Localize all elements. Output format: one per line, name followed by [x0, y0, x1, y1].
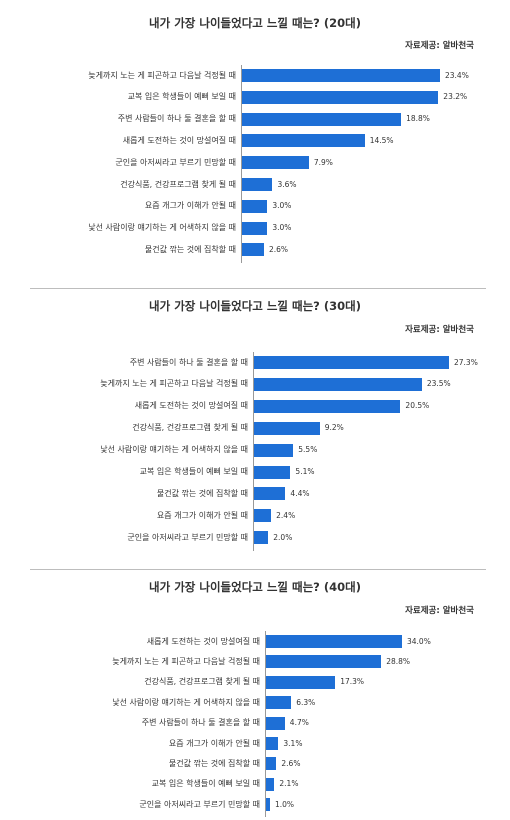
category-label: 교복 입은 학생들이 예뻐 보일 때 — [127, 92, 236, 102]
category-axis-line — [265, 631, 266, 817]
bar — [266, 655, 382, 669]
chart-title: 내가 가장 나이들었다고 느낄 때는? (30대) — [149, 299, 361, 313]
category-label: 물건값 깎는 것에 집착할 때 — [156, 488, 248, 498]
category-label: 요즘 개그가 이해가 안될 때 — [168, 738, 260, 748]
category-label: 요즘 개그가 이해가 안될 때 — [144, 201, 236, 211]
category-label: 건강식품, 건강프로그램 찾게 될 때 — [144, 677, 260, 687]
bar — [266, 696, 292, 710]
bar-value-label: 23.2% — [443, 92, 468, 102]
source-credit: 자료제공: 알바천국 — [405, 325, 474, 335]
source-credit: 자료제공: 알바천국 — [405, 41, 474, 51]
bar — [242, 243, 264, 257]
bar-value-label: 34.0% — [407, 636, 431, 646]
bar-value-label: 6.3% — [296, 697, 316, 707]
bar — [242, 90, 439, 104]
bar — [242, 112, 402, 126]
bar-value-label: 14.5% — [369, 135, 394, 145]
category-label: 군인을 아저씨라고 부르기 민망할 때 — [127, 532, 248, 542]
bar — [242, 178, 273, 191]
panel-divider — [30, 288, 486, 289]
category-label: 주변 사람들이 하나 둘 결혼을 할 때 — [141, 718, 260, 728]
bar — [266, 798, 270, 812]
bar-value-label: 9.2% — [324, 423, 344, 433]
bar-value-label: 20.5% — [405, 401, 430, 411]
category-label: 군인을 아저씨라고 부르기 민망할 때 — [115, 157, 236, 167]
category-label: 요즘 개그가 이해가 안될 때 — [156, 510, 248, 520]
bar-value-label: 7.9% — [313, 157, 333, 167]
bar-value-label: 23.5% — [426, 379, 451, 389]
category-label: 군인을 아저씨라고 부르기 민망할 때 — [139, 799, 260, 809]
bar — [254, 465, 291, 479]
category-label: 건강식품, 건강프로그램 찾게 될 때 — [132, 423, 248, 433]
bar — [254, 487, 286, 501]
bar — [254, 399, 401, 413]
category-axis-line — [253, 352, 254, 552]
bar-value-label: 17.3% — [340, 677, 365, 687]
category-label: 물건값 깎는 것에 집착할 때 — [144, 244, 236, 254]
category-label: 주변 사람들이 하나 둘 결혼을 할 때 — [117, 114, 236, 124]
bar — [254, 421, 320, 435]
panel-divider — [30, 569, 486, 570]
bar — [242, 199, 268, 213]
bar-value-label: 3.0% — [272, 223, 292, 233]
bar — [254, 377, 422, 391]
bar-value-label: 3.0% — [272, 201, 292, 211]
bar-value-label: 2.4% — [276, 510, 296, 520]
bar — [242, 134, 365, 148]
category-label: 늦게까지 노는 게 피곤하고 다음날 걱정될 때 — [100, 379, 248, 389]
bar-value-label: 2.6% — [269, 244, 289, 254]
bar-value-label: 2.6% — [281, 758, 301, 768]
chart-title: 내가 가장 나이들었다고 느낄 때는? (40대) — [149, 580, 361, 594]
category-label: 낯선 사람이랑 얘기하는 게 어색하지 않을 때 — [100, 445, 248, 455]
bar — [266, 716, 285, 730]
category-label: 낯선 사람이랑 얘기하는 게 어색하지 않을 때 — [112, 697, 260, 707]
bar-value-label: 18.8% — [406, 114, 430, 124]
category-label: 낯선 사람이랑 얘기하는 게 어색하지 않을 때 — [88, 223, 236, 233]
bar-value-label: 23.4% — [445, 70, 469, 80]
bar-value-label: 5.1% — [295, 467, 315, 476]
bar — [242, 221, 268, 235]
bar-value-label: 3.1% — [283, 738, 303, 748]
bar — [254, 443, 294, 457]
bar — [242, 156, 309, 170]
bar-value-label: 28.8% — [386, 656, 411, 666]
category-label: 새롭게 도전하는 것이 망설여질 때 — [122, 135, 236, 145]
bar-value-label: 27.3% — [454, 357, 478, 367]
bar-value-label: 4.7% — [289, 718, 309, 728]
category-label: 늦게까지 노는 게 피곤하고 다음날 걱정될 때 — [88, 70, 236, 80]
bar — [266, 777, 275, 791]
category-label: 물건값 깎는 것에 집착할 때 — [168, 758, 260, 768]
bar-value-label: 5.5% — [298, 445, 318, 455]
category-label: 건강식품, 건강프로그램 찾게 될 때 — [120, 179, 236, 189]
category-label: 늦게까지 노는 게 피곤하고 다음날 걱정될 때 — [112, 656, 260, 666]
bar — [254, 531, 269, 545]
bar — [266, 737, 279, 750]
category-label: 주변 사람들이 하나 둘 결혼을 할 때 — [129, 357, 248, 367]
bar-value-label: 1.0% — [275, 799, 295, 809]
chart-title: 내가 가장 나이들었다고 느낄 때는? (20대) — [149, 16, 361, 30]
bar — [254, 509, 272, 523]
bar-value-label: 4.4% — [290, 488, 310, 498]
category-label: 새롭게 도전하는 것이 망설여질 때 — [134, 401, 248, 411]
bar-value-label: 2.1% — [279, 779, 299, 789]
bar — [266, 675, 336, 689]
bar — [254, 356, 449, 369]
bar-value-label: 3.6% — [277, 179, 297, 189]
source-credit: 자료제공: 알바천국 — [405, 606, 474, 616]
category-label: 새롭게 도전하는 것이 망설여질 때 — [146, 636, 260, 646]
category-label: 교복 입은 학생들이 예뻐 보일 때 — [151, 779, 260, 789]
category-axis-line — [241, 65, 242, 264]
category-label: 교복 입은 학생들이 예뻐 보일 때 — [139, 467, 248, 476]
bar — [266, 757, 277, 771]
bar-value-label: 2.0% — [273, 532, 293, 542]
bar — [242, 69, 440, 82]
bar — [266, 635, 402, 648]
